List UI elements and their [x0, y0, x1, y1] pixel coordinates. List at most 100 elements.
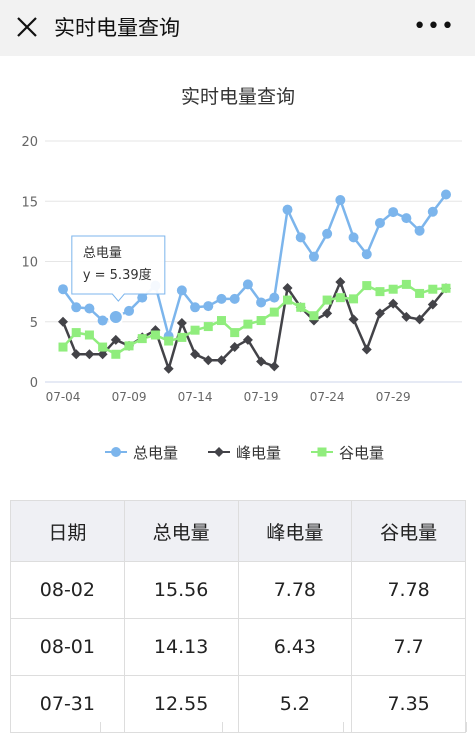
legend-label: 总电量: [133, 444, 178, 462]
chart-title: 实时电量查询: [181, 86, 295, 108]
table-cell: 5.2: [237, 675, 353, 733]
point-marker: [414, 225, 425, 236]
point-marker: [110, 334, 121, 345]
top-bar: 实时电量查询 •••: [0, 0, 475, 56]
point-marker: [229, 293, 240, 304]
point-marker: [203, 355, 214, 366]
y-tick-label: 5: [30, 316, 38, 331]
table-cell: 08-02: [10, 561, 125, 619]
point-marker: [229, 342, 240, 353]
table-cell: 7.78: [237, 561, 353, 619]
point-marker: [361, 344, 372, 355]
point-marker: [203, 322, 213, 332]
point-marker: [348, 232, 359, 243]
point-marker: [163, 363, 174, 374]
table-cell: 15.56: [123, 561, 239, 619]
point-marker: [349, 294, 359, 304]
point-marker: [216, 355, 227, 366]
point-marker: [203, 301, 214, 312]
point-marker: [374, 217, 385, 228]
table-header: 日期 总电量 峰电量 谷电量: [10, 500, 466, 562]
point-marker: [150, 330, 160, 340]
table-cell: 6.43: [237, 618, 353, 676]
point-marker: [348, 314, 359, 325]
point-marker: [71, 302, 82, 313]
point-marker: [362, 281, 372, 291]
table-cell: 14.13: [123, 618, 239, 676]
legend-label: 谷电量: [339, 444, 384, 462]
y-tick-label: 0: [30, 376, 38, 391]
point-marker: [374, 308, 385, 319]
point-marker: [308, 251, 319, 262]
point-marker: [243, 319, 253, 329]
point-marker: [388, 207, 399, 218]
table-row: 08-02 15.56 7.78 7.78: [10, 561, 466, 619]
point-marker: [71, 328, 81, 338]
point-marker: [441, 189, 451, 200]
point-marker: [176, 317, 187, 328]
point-marker: [427, 206, 438, 217]
point-marker: [84, 349, 95, 360]
menu-button[interactable]: •••: [413, 14, 455, 39]
point-marker: [427, 299, 438, 310]
x-tick-label: 07-09: [112, 390, 147, 404]
point-marker: [388, 298, 399, 309]
point-marker: [401, 279, 411, 289]
point-marker: [428, 284, 438, 294]
point-marker: [242, 334, 253, 345]
x-tick-label: 07-24: [310, 390, 345, 404]
legend-marker: [111, 447, 121, 457]
column-header: 日期: [10, 500, 125, 562]
point-marker: [269, 307, 279, 317]
point-marker: [190, 349, 201, 360]
point-marker: [164, 336, 174, 346]
x-tick-label: 07-14: [178, 390, 213, 404]
point-marker: [322, 308, 333, 319]
tooltip-box: [71, 235, 166, 302]
point-marker: [124, 305, 135, 316]
point-marker: [401, 213, 412, 224]
point-marker: [295, 232, 306, 243]
y-tick-label: 10: [21, 256, 38, 271]
point-marker: [415, 288, 425, 298]
point-marker: [97, 315, 108, 326]
point-marker: [107, 309, 124, 326]
column-header: 谷电量: [351, 500, 466, 562]
close-button[interactable]: [16, 16, 38, 38]
point-marker: [309, 311, 319, 321]
point-marker: [335, 195, 346, 206]
y-tick-label: 20: [21, 135, 38, 150]
point-marker: [296, 302, 306, 312]
point-marker: [230, 328, 240, 338]
point-marker: [388, 284, 398, 294]
data-table: 日期 总电量 峰电量 谷电量 08-02 15.56 7.78 7.78 08-01 14.13…: [10, 500, 466, 733]
point-marker: [335, 293, 345, 303]
point-marker: [58, 316, 68, 327]
point-marker: [283, 295, 293, 305]
point-marker: [58, 284, 68, 295]
point-marker: [401, 311, 412, 322]
point-marker: [282, 283, 293, 294]
point-marker: [97, 349, 108, 360]
tooltip: 总电量 y = 5.39度: [71, 235, 166, 302]
point-marker: [242, 279, 253, 290]
point-marker: [256, 356, 267, 367]
point-marker: [98, 342, 108, 352]
point-marker: [269, 292, 280, 303]
point-marker: [256, 316, 266, 326]
point-marker: [71, 349, 82, 360]
point-marker: [335, 276, 346, 287]
point-marker: [414, 314, 425, 325]
x-tick-label: 07-19: [244, 390, 279, 404]
table-row-partial: [10, 722, 467, 732]
point-marker: [441, 283, 451, 293]
tooltip-title: 总电量: [83, 246, 122, 261]
point-marker: [137, 334, 147, 344]
point-marker: [190, 302, 201, 313]
point-marker: [124, 341, 134, 351]
point-marker: [58, 342, 68, 352]
point-marker: [375, 287, 385, 297]
x-tick-label: 07-04: [46, 390, 81, 404]
page-title: 实时电量查询: [54, 16, 180, 40]
